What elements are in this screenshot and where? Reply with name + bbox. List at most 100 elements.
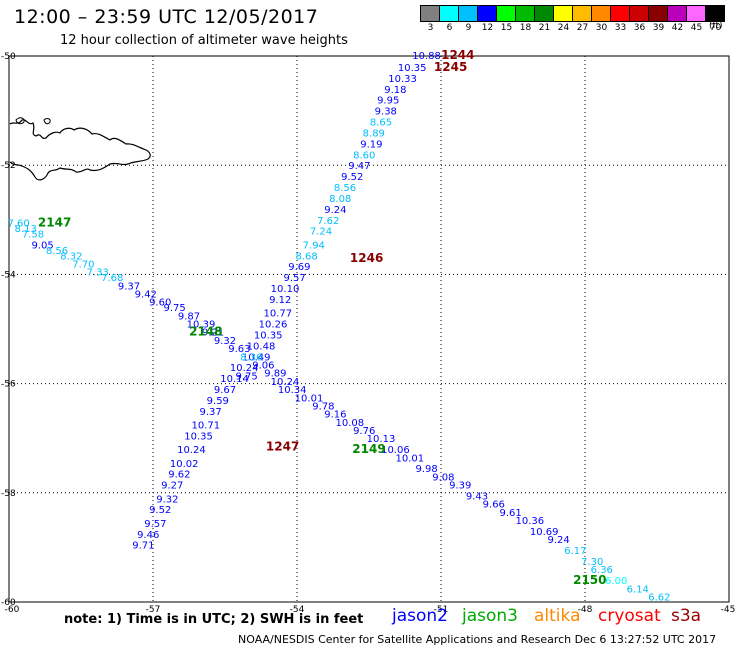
scale-bin: 42 xyxy=(667,5,687,33)
wave-height-value: 10.13 xyxy=(367,434,396,445)
pass-number-label: 2148 xyxy=(189,325,222,339)
wave-height-value: 10.69 xyxy=(530,527,559,538)
wave-height-value: 10.10 xyxy=(271,284,300,295)
wave-height-value: 9.67 xyxy=(214,385,236,396)
scale-label: 21 xyxy=(538,23,551,33)
map-title: 12:00 – 23:59 UTC 12/05/2017 xyxy=(14,6,319,28)
wave-height-value: 7.62 xyxy=(317,216,339,227)
wave-height-value: 9.24 xyxy=(324,205,346,216)
scale-label: 12 xyxy=(481,23,494,33)
coastline-islet xyxy=(15,117,51,125)
lon-tick-label: -51 xyxy=(434,605,449,615)
wave-height-value: 10.77 xyxy=(263,309,292,320)
wave-height-value: 7.33 xyxy=(87,268,109,279)
wave-height-value: 7.58 xyxy=(22,229,44,240)
lat-tick-label: -50 xyxy=(1,52,16,62)
wave-height-value: 7.60 xyxy=(7,219,29,230)
wave-height-value: 9.37 xyxy=(118,281,140,292)
wave-height-value: 9.52 xyxy=(149,505,171,516)
wave-height-value: 7.94 xyxy=(303,240,325,251)
scale-label: 30 xyxy=(595,23,608,33)
pass-number-label: 1246 xyxy=(350,251,383,265)
wave-height-value: 6.36 xyxy=(591,565,613,576)
lat-tick-label: -56 xyxy=(1,380,16,390)
pass-number-label: 1247 xyxy=(266,439,299,453)
wave-height-value: 6.17 xyxy=(564,546,586,557)
wave-height-value: 9.19 xyxy=(360,139,382,150)
lat-tick-label: -58 xyxy=(1,489,16,499)
lon-tick-label: -54 xyxy=(290,605,305,615)
lon-tick-label: -57 xyxy=(146,605,161,615)
wave-height-value: 9.89 xyxy=(264,369,286,380)
footnote: note: 1) Time is in UTC; 2) SWH is in fe… xyxy=(64,612,364,627)
wave-height-value: 9.42 xyxy=(135,290,157,301)
wave-height-value: 9.71 xyxy=(132,541,154,552)
wave-height-value: 8.36 xyxy=(240,352,262,363)
scale-swatch xyxy=(705,5,725,22)
scale-label: 39 xyxy=(652,23,665,33)
wave-height-value: 9.78 xyxy=(312,401,334,412)
wave-height-value: 9.75 xyxy=(163,303,185,314)
legend-cryosat: cryosat xyxy=(598,606,661,626)
lon-tick-label: -48 xyxy=(578,605,593,615)
wave-height-value: 8.89 xyxy=(363,128,385,139)
scale-label: 27 xyxy=(576,23,589,33)
wave-height-value: 10.71 xyxy=(191,421,220,432)
legend-jason3: jason3 xyxy=(462,606,518,626)
wave-height-value: 9.47 xyxy=(348,161,370,172)
lat-tick-label: -54 xyxy=(1,270,16,280)
lon-tick-label: -60 xyxy=(5,605,20,615)
wave-height-value: 9.27 xyxy=(161,481,183,492)
wave-height-value: 6.62 xyxy=(648,593,670,604)
lat-tick-label: -52 xyxy=(1,161,16,171)
wave-height-value: 8.65 xyxy=(370,118,392,129)
wave-height-value: 10.88 xyxy=(412,51,441,62)
pass-number-label: 2150 xyxy=(573,573,606,587)
wave-height-value: 9.66 xyxy=(483,500,505,511)
wave-height-value: 10.49 xyxy=(242,352,271,363)
wave-height-value: 10.34 xyxy=(278,385,307,396)
pass-number-label: 2147 xyxy=(38,216,71,230)
wave-height-value: 9.46 xyxy=(137,530,159,541)
map-subtitle: 12 hour collection of altimeter wave hei… xyxy=(60,33,348,48)
wave-height-value: 10.02 xyxy=(170,459,199,470)
coastline-land xyxy=(9,119,151,181)
wave-height-value: 9.06 xyxy=(252,360,274,371)
wave-height-value: 10.01 xyxy=(395,453,424,464)
scale-bin: 70 xyxy=(705,5,725,33)
wave-height-value: 9.43 xyxy=(466,492,488,503)
altimeter-tracks: 10.8810.3510.339.189.959.388.658.899.198… xyxy=(7,51,670,604)
wave-height-value: 9.32 xyxy=(156,494,178,505)
wave-height-value: 9.39 xyxy=(449,481,471,492)
scale-bin: 9 xyxy=(458,5,478,33)
wave-height-value: 10.36 xyxy=(515,516,544,527)
wave-height-value: 9.32 xyxy=(214,336,236,347)
legend-s3a: s3a xyxy=(671,606,702,626)
wave-height-value: 9.61 xyxy=(499,508,521,519)
wave-height-value: 8.56 xyxy=(46,246,68,257)
wave-height-value: 10.35 xyxy=(184,431,213,442)
wave-height-value: 9.63 xyxy=(228,344,250,355)
graticule xyxy=(9,56,729,602)
legend-altika: altika xyxy=(534,606,581,626)
pass-number-label: 1245 xyxy=(434,60,467,74)
wave-height-value: 9.59 xyxy=(207,396,229,407)
wave-height-value: 9.12 xyxy=(269,295,291,306)
scale-label: 9 xyxy=(465,23,472,33)
wave-height-value: 10.48 xyxy=(247,341,276,352)
wave-height-value: 8.08 xyxy=(329,194,351,205)
scale-label: 36 xyxy=(633,23,646,33)
wave-height-value: 9.76 xyxy=(353,426,375,437)
scale-label: 6 xyxy=(446,23,453,33)
wave-height-value: 9.21 xyxy=(202,328,224,339)
wave-height-value: 10.35 xyxy=(398,63,427,74)
wave-height-value: 9.87 xyxy=(178,311,200,322)
wave-height-value: 9.24 xyxy=(547,535,569,546)
scale-label: 45 xyxy=(690,23,703,33)
wave-height-value: 9.60 xyxy=(149,298,171,309)
wave-height-value: 7.24 xyxy=(310,227,332,238)
scale-label: 33 xyxy=(614,23,627,33)
pass-number-label: 2149 xyxy=(352,442,385,456)
